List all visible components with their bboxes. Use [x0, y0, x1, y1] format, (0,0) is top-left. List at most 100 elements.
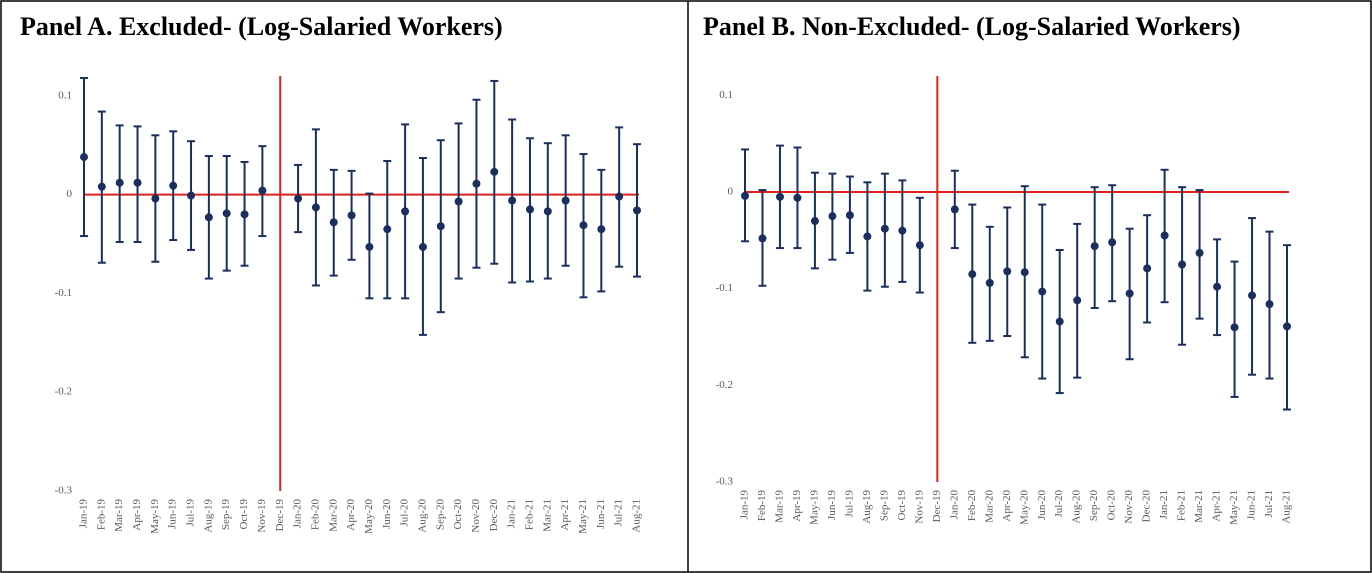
- x-tick-label: Mar-21: [541, 499, 553, 532]
- x-tick-label: Sep-19: [878, 490, 890, 522]
- point: [985, 278, 994, 287]
- point: [418, 242, 427, 251]
- x-tick-label: Mar-19: [773, 490, 785, 523]
- point: [543, 207, 552, 216]
- x-tick-label: Feb-19: [95, 499, 107, 531]
- point: [472, 179, 481, 188]
- point: [401, 207, 410, 216]
- point: [793, 193, 802, 202]
- panel-title: Panel B. Non-Excluded- (Log-Salaried Wor…: [703, 12, 1241, 41]
- x-tick-label: Jan-21: [1158, 490, 1170, 519]
- x-tick-label: Jan-19: [78, 499, 90, 529]
- point: [1213, 282, 1222, 291]
- x-tick-label: Oct-20: [1106, 490, 1118, 521]
- x-tick-label: Apr-20: [1001, 490, 1013, 522]
- x-tick-label: Jan-20: [948, 490, 960, 520]
- x-tick-label: Aug-21: [631, 499, 643, 533]
- point: [436, 222, 445, 231]
- point: [1003, 267, 1012, 276]
- point: [597, 225, 606, 234]
- x-tick-label: Oct-19: [896, 490, 908, 521]
- x-tick-label: Aug-20: [416, 499, 428, 533]
- point: [1020, 268, 1029, 277]
- point: [240, 210, 249, 219]
- x-tick-label: Apr-20: [345, 499, 357, 531]
- x-tick-label: Jun-21: [1246, 490, 1258, 520]
- point: [151, 194, 160, 203]
- x-tick-label: Apr-19: [791, 490, 803, 522]
- x-tick-label: Apr-21: [559, 499, 571, 531]
- panel-title: Panel A. Excluded- (Log-Salaried Workers…: [20, 12, 503, 41]
- point: [1125, 289, 1134, 298]
- point: [97, 182, 106, 191]
- x-tick-label: Feb-21: [523, 499, 535, 530]
- x-tick-label: Dec-20: [488, 499, 500, 532]
- x-tick-label: May-21: [577, 499, 589, 534]
- x-tick-label: Nov-19: [256, 499, 268, 533]
- x-tick-label: Dec-19: [931, 490, 943, 523]
- point: [1073, 296, 1082, 305]
- point: [810, 217, 819, 225]
- x-tick-label: Feb-19: [756, 490, 768, 522]
- point: [383, 225, 392, 234]
- point: [615, 192, 624, 201]
- point: [222, 209, 231, 218]
- point: [1178, 260, 1187, 269]
- point: [561, 196, 570, 205]
- point: [133, 178, 142, 187]
- x-tick-label: Feb-20: [309, 499, 321, 531]
- point: [1265, 300, 1274, 309]
- x-tick-label: Jul-21: [613, 499, 625, 527]
- point: [115, 178, 124, 187]
- x-tick-label: Jul-21: [1263, 490, 1275, 518]
- y-tick-label: 0.1: [58, 89, 72, 101]
- x-tick-label: Jun-19: [826, 490, 838, 520]
- x-tick-label: Aug-19: [202, 499, 214, 533]
- point: [187, 191, 196, 200]
- x-tick-label: Jun-19: [167, 499, 179, 529]
- point: [915, 241, 924, 250]
- point: [828, 212, 837, 221]
- x-tick-label: Jun-21: [595, 499, 607, 529]
- point: [169, 181, 178, 190]
- y-tick-label: 0: [67, 188, 73, 200]
- y-tick-label: 0: [728, 186, 734, 198]
- x-tick-label: Jan-20: [292, 499, 304, 529]
- x-tick-label: Oct-20: [452, 499, 464, 530]
- point: [1055, 317, 1064, 326]
- y-tick-label: -0.2: [55, 386, 72, 398]
- point: [968, 270, 977, 279]
- point: [525, 205, 534, 214]
- point: [741, 191, 749, 200]
- x-tick-label: Jun-20: [1036, 490, 1048, 520]
- x-tick-label: Feb-20: [966, 490, 978, 522]
- point: [1160, 231, 1169, 240]
- point: [863, 232, 872, 241]
- point: [758, 234, 767, 243]
- x-tick-label: Aug-21: [1281, 490, 1293, 524]
- x-tick-label: May-20: [363, 499, 375, 534]
- y-tick-label: 0.1: [719, 89, 733, 101]
- point: [1248, 291, 1257, 300]
- point: [845, 211, 854, 220]
- x-tick-label: Jan-19: [739, 490, 751, 520]
- x-tick-label: Mar-19: [113, 499, 125, 532]
- point: [633, 206, 641, 215]
- point: [579, 221, 588, 230]
- x-tick-label: Sep-19: [220, 499, 232, 531]
- point: [898, 226, 907, 235]
- point: [347, 211, 356, 220]
- point: [490, 167, 499, 176]
- x-tick-label: Aug-19: [861, 490, 873, 524]
- x-tick-label: Jul-19: [843, 490, 855, 518]
- x-tick-label: Dec-19: [274, 499, 286, 532]
- point: [950, 205, 959, 214]
- x-tick-label: Sep-20: [1088, 490, 1100, 522]
- x-tick-label: Sep-20: [434, 499, 446, 531]
- point: [1195, 248, 1204, 257]
- x-tick-label: Mar-21: [1193, 490, 1205, 523]
- point: [80, 153, 88, 162]
- x-tick-label: Nov-20: [470, 499, 482, 533]
- x-tick-label: Jul-20: [399, 499, 411, 527]
